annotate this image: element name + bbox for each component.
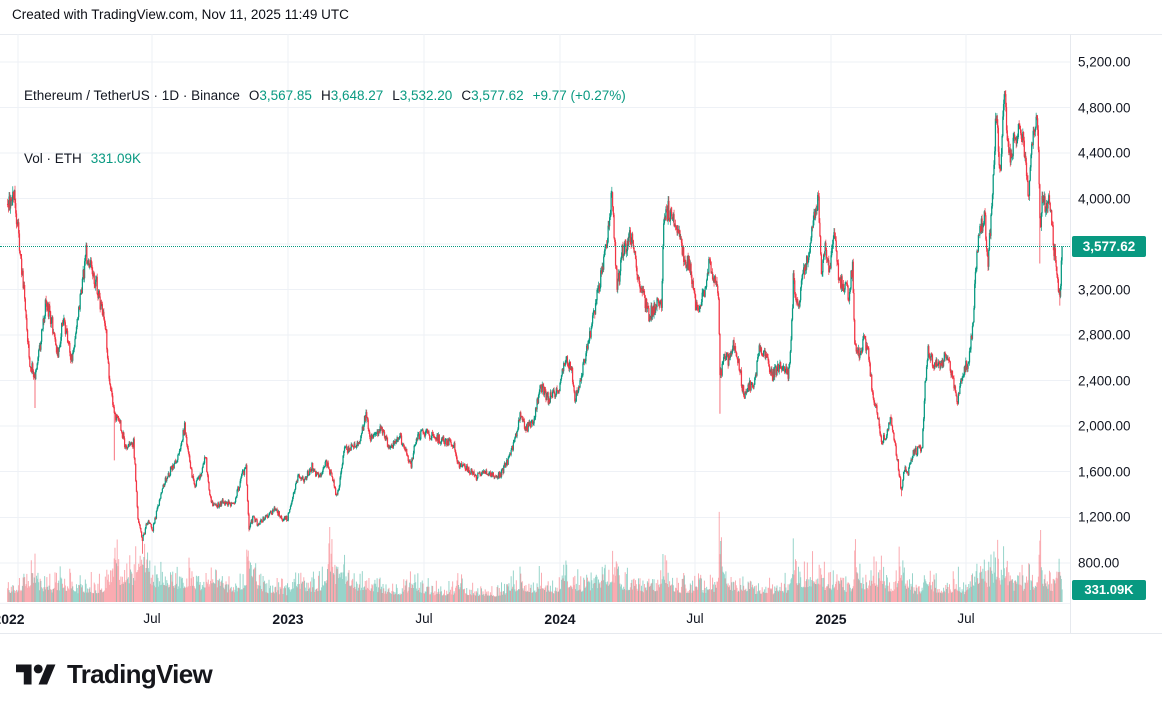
time-tick-label: Jul <box>143 611 161 626</box>
brand-name: TradingView <box>67 659 213 689</box>
tradingview-logo[interactable]: TradingView <box>16 659 213 690</box>
symbol-legend: Ethereum / TetherUS · 1D · Binance O3,567… <box>24 43 626 190</box>
pane-top-border <box>0 34 1162 35</box>
ohlc-high-value: 3,648.27 <box>330 88 384 103</box>
price-axis-separator <box>1070 34 1071 633</box>
time-tick-label: Jul <box>686 611 704 626</box>
price-tick-label: 2,000.00 <box>1078 418 1131 434</box>
symbol-legend-row-2: Vol · ETH 331.09K <box>24 148 626 169</box>
chart-bottom-border <box>0 633 1162 634</box>
last-price-badge: 3,577.62 <box>1072 236 1146 257</box>
price-tick-label: 2,400.00 <box>1078 373 1131 389</box>
time-tick-label: Jul <box>415 611 433 626</box>
ohlc-close-value: 3,577.62 <box>471 88 524 103</box>
change-value: +9.77 (+0.27%) <box>532 88 626 103</box>
price-tick-label: 1,600.00 <box>1078 464 1131 480</box>
ohlc-open-value: 3,567.85 <box>259 88 312 103</box>
time-tick-label: 2025 <box>815 611 847 627</box>
time-tick-label: 2023 <box>272 611 304 627</box>
price-tick-label: 5,200.00 <box>1078 54 1131 70</box>
time-axis-separator <box>0 603 1070 604</box>
time-tick-label: 2024 <box>544 611 576 627</box>
price-tick-label: 2,800.00 <box>1078 327 1131 343</box>
ohlc-high-label: H <box>320 88 331 103</box>
price-chart-canvas[interactable] <box>0 34 1070 603</box>
price-tick-label: 4,000.00 <box>1078 191 1131 207</box>
volume-value: 331.09K <box>90 151 142 166</box>
price-axis[interactable]: 5,200.00 4,800.00 4,400.00 4,000.00 3,200.00… <box>1070 34 1162 603</box>
last-price-line <box>0 246 1070 247</box>
price-tick-label: 1,200.00 <box>1078 509 1131 525</box>
price-tick-label: 3,200.00 <box>1078 282 1131 298</box>
volume-label[interactable]: Vol · ETH <box>24 151 82 166</box>
volume-badge: 331.09K <box>1072 580 1146 600</box>
symbol-legend-row-1: Ethereum / TetherUS · 1D · Binance O3,567… <box>24 85 626 106</box>
price-tick-label: 4,400.00 <box>1078 145 1131 161</box>
price-tick-label: 4,800.00 <box>1078 100 1131 116</box>
attribution-text: Created with TradingView.com, Nov 11, 20… <box>12 7 349 22</box>
ohlc-open-label: O <box>248 88 260 103</box>
time-axis[interactable]: 2022 Jul 2023 Jul 2024 Jul 2025 Jul <box>0 604 1070 633</box>
time-tick-label: Jul <box>957 611 975 626</box>
ohlc-low-value: 3,532.20 <box>399 88 453 103</box>
tradingview-logo-icon <box>16 660 56 689</box>
price-tick-label: 800.00 <box>1078 555 1120 571</box>
symbol-title[interactable]: Ethereum / TetherUS · 1D · Binance <box>24 88 240 103</box>
ohlc-low-label: L <box>392 88 400 103</box>
ohlc-close-label: C <box>461 88 472 103</box>
time-tick-label: 2022 <box>0 611 25 627</box>
